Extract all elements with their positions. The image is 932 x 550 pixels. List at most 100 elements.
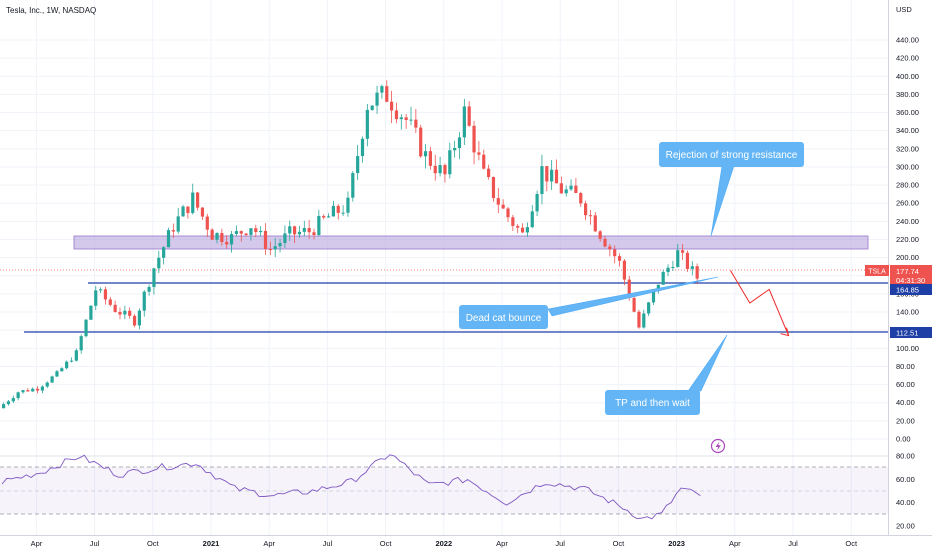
candle <box>157 250 161 274</box>
callout-tp[interactable]: TP and then wait <box>605 334 728 415</box>
candle <box>579 191 583 207</box>
price-tick-label: 360.00 <box>896 108 919 117</box>
candle <box>482 149 486 170</box>
last-price-tag[interactable]: 177.74 04:31:30 <box>890 265 932 285</box>
candle <box>409 106 413 126</box>
price-tick-label: 420.00 <box>896 54 919 63</box>
time-axis-label: Apr <box>496 539 508 548</box>
chart-title: Tesla, Inc., 1W, NASDAQ <box>6 6 96 15</box>
rsi-axis-ticks[interactable]: 80.00 60.00 40.00 20.00 <box>896 452 915 531</box>
candle <box>176 207 180 234</box>
price-tick-label: 300.00 <box>896 162 919 171</box>
candle <box>506 206 510 222</box>
candle <box>79 334 83 354</box>
candle <box>341 205 345 216</box>
candle <box>113 300 117 313</box>
candle <box>147 284 151 296</box>
candle <box>254 224 258 238</box>
candle <box>559 176 563 194</box>
candle <box>375 85 379 114</box>
candle <box>162 246 166 265</box>
price-tick-label: 240.00 <box>896 217 919 226</box>
callout-resistance[interactable]: Rejection of strong resistance <box>659 142 804 237</box>
candle <box>74 348 78 362</box>
rsi-tick-label: 40.00 <box>896 498 915 507</box>
price-tick-label: 440.00 <box>896 36 919 45</box>
time-axis-label: Oct <box>147 539 160 548</box>
candle <box>520 223 525 234</box>
price-tick-label: 100.00 <box>896 344 919 353</box>
candle <box>288 220 292 241</box>
candle <box>322 214 326 220</box>
candle <box>487 164 491 180</box>
candle <box>45 381 49 389</box>
time-axis-label: Jul <box>788 539 798 548</box>
time-axis-label: 2021 <box>203 539 220 548</box>
candle <box>360 136 365 163</box>
candle <box>666 264 670 277</box>
candle <box>453 140 457 158</box>
ticker-badge[interactable]: TSLA <box>865 265 889 276</box>
bar-countdown: 04:31:30 <box>896 276 925 285</box>
candle <box>593 212 597 233</box>
candle <box>297 225 302 238</box>
candle <box>220 228 224 246</box>
candle <box>671 260 675 272</box>
candle <box>191 183 195 215</box>
resistance-zone[interactable] <box>73 235 869 250</box>
candle <box>540 154 544 205</box>
candle <box>234 225 238 237</box>
candle <box>448 142 452 179</box>
callout-dead-cat[interactable]: Dead cat bounce <box>459 276 719 329</box>
candle <box>84 319 88 338</box>
candle <box>603 235 607 248</box>
candle <box>336 204 340 220</box>
callout-resistance-box <box>659 142 804 167</box>
candle <box>647 301 651 317</box>
candle <box>380 84 384 99</box>
time-axis-labels[interactable]: Apr Jul Oct 2021 Apr Jul Oct 2022 Apr Jul Oct 2023 A… <box>31 539 858 548</box>
grid-lines <box>0 0 888 535</box>
price-tick-label: 40.00 <box>896 398 915 407</box>
candle <box>681 243 685 261</box>
candle <box>210 228 214 240</box>
callout-dead-cat-text: Dead cat bounce <box>466 313 542 324</box>
callout-dead-cat-box <box>459 305 548 329</box>
price-tick-label: 220.00 <box>896 235 919 244</box>
candlestick-series <box>2 80 699 409</box>
candle <box>385 80 389 103</box>
candle <box>142 290 146 317</box>
candle <box>404 114 408 129</box>
time-axis-label: Jul <box>90 539 100 548</box>
price-tick-label: 200.00 <box>896 253 919 262</box>
level-tag-164[interactable]: 164.85 <box>890 284 932 295</box>
candle <box>302 220 306 237</box>
time-axis-label: Apr <box>729 539 741 548</box>
candle <box>40 385 44 394</box>
price-tick-label: 80.00 <box>896 362 915 371</box>
candle <box>268 241 272 256</box>
candle <box>11 395 15 404</box>
price-tick-label: 320.00 <box>896 144 919 153</box>
candle <box>229 230 234 253</box>
candle <box>685 250 690 272</box>
candle <box>108 296 112 307</box>
forecast-arrowhead <box>780 327 790 337</box>
rsi-line <box>1 454 701 520</box>
lightning-icon[interactable] <box>710 438 726 454</box>
candle <box>283 225 287 248</box>
candle <box>545 166 549 192</box>
candle <box>516 223 520 234</box>
level-tag-112[interactable]: 112.51 <box>890 327 932 338</box>
candle <box>196 192 200 211</box>
candle <box>16 391 20 401</box>
candle <box>259 226 263 236</box>
candle <box>525 222 529 237</box>
rsi-band <box>0 467 888 514</box>
candle <box>588 210 593 225</box>
candle <box>317 209 321 237</box>
price-tick-label: 60.00 <box>896 380 915 389</box>
candle <box>35 386 40 394</box>
time-axis-label: Apr <box>263 539 275 548</box>
